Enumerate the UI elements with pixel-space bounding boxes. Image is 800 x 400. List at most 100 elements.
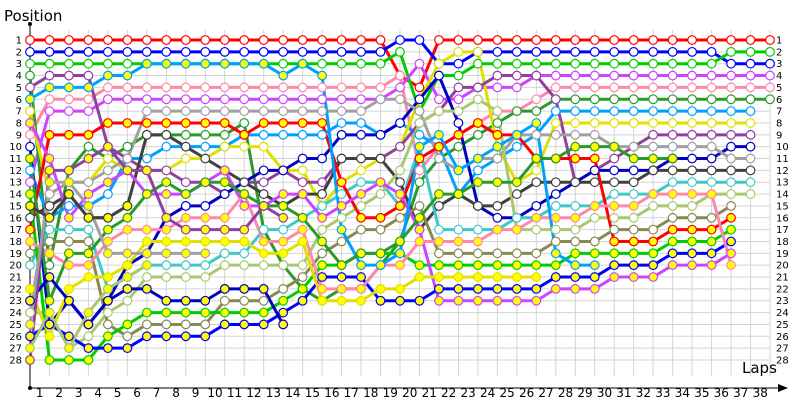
y-tick-label-left: 11 — [9, 154, 22, 165]
series-4-point — [102, 94, 113, 105]
x-tick-label: 8 — [172, 386, 180, 400]
series-22-point — [83, 272, 94, 282]
series-9-point — [609, 153, 620, 164]
series-24-point — [278, 319, 289, 330]
series-19-point — [706, 260, 717, 271]
series-22-point — [102, 272, 113, 282]
series-5-point — [726, 82, 736, 93]
series-18-point — [706, 248, 717, 259]
series-3-point — [453, 70, 464, 81]
series-10-point — [317, 153, 328, 164]
y-tick-label-left: 19 — [9, 249, 22, 260]
series-14-point — [667, 201, 678, 211]
x-axis-arrow-icon — [778, 384, 788, 392]
series-7-point — [667, 106, 678, 117]
series-21-point — [219, 58, 230, 69]
series-22-point — [434, 272, 444, 282]
series-16-point — [414, 153, 425, 164]
series-16-point — [25, 224, 35, 235]
series-1-point — [609, 35, 620, 45]
y-tick-label-left: 20 — [9, 261, 22, 272]
series-21-point — [550, 248, 561, 259]
series-23-point — [317, 236, 328, 247]
series-17-point — [297, 283, 308, 294]
series-line-21 — [29, 62, 595, 267]
series-15-point — [726, 201, 736, 211]
y-tick-label-right: 21 — [776, 273, 789, 284]
series-3-point — [745, 46, 756, 57]
series-23-point — [102, 224, 113, 235]
series-10-point — [297, 153, 308, 164]
series-14-point — [648, 201, 659, 211]
series-25-point — [102, 141, 113, 152]
series-9-point — [648, 129, 659, 140]
series-3-point — [278, 58, 289, 69]
series-28-point — [44, 212, 55, 223]
y-tick-label-left: 22 — [9, 284, 22, 295]
series-20-point — [180, 212, 191, 223]
x-tick-label: 16 — [324, 386, 339, 400]
series-6-point — [83, 141, 94, 152]
series-15-point — [628, 224, 639, 235]
x-tick-label: 32 — [636, 386, 651, 400]
series-10-point — [356, 129, 366, 140]
series-14-point — [570, 224, 581, 235]
series-9-point — [161, 165, 172, 176]
series-16-point — [667, 224, 678, 235]
series-1-point — [44, 35, 55, 45]
series-13-point — [317, 201, 328, 211]
series-23-point — [492, 177, 503, 188]
series-13-point — [258, 224, 269, 235]
series-8-point — [219, 141, 230, 152]
series-12-point — [180, 141, 191, 152]
series-22-point — [317, 295, 328, 306]
series-21-point — [180, 58, 191, 69]
y-tick-label-right: 12 — [776, 166, 789, 177]
series-21-point — [511, 129, 522, 140]
series-4-point — [687, 70, 698, 81]
series-15-point — [25, 248, 35, 259]
series-24-point — [219, 283, 230, 294]
series-5-point — [356, 82, 366, 93]
y-tick-label-left: 6 — [16, 95, 22, 106]
series-12-point — [375, 153, 386, 164]
series-25-point — [64, 165, 74, 176]
y-tick-label-right: 22 — [776, 284, 789, 295]
series-13-point — [180, 260, 191, 271]
series-15-point — [141, 319, 152, 330]
y-tick-label-right: 20 — [776, 261, 789, 272]
series-17-point — [453, 260, 464, 271]
series-8-point — [239, 141, 250, 152]
series-11-point — [550, 129, 561, 140]
series-19-point — [726, 248, 736, 259]
series-18-point — [336, 272, 347, 282]
y-tick-label-left: 12 — [9, 166, 22, 177]
series-28-point — [25, 201, 35, 211]
series-8-point — [667, 118, 678, 128]
series-9-point — [180, 177, 191, 188]
series-13-point — [44, 224, 55, 235]
series-13-point — [83, 224, 94, 235]
series-18-point — [141, 331, 152, 342]
x-tick-label: 5 — [114, 386, 122, 400]
series-3-point — [317, 58, 328, 69]
series-21-point — [64, 82, 74, 93]
series-17-point — [278, 295, 289, 306]
series-10-point — [453, 118, 464, 128]
series-26-point — [64, 177, 74, 188]
series-16-point — [472, 118, 483, 128]
series-20-point — [609, 201, 620, 211]
series-7-point — [356, 118, 366, 128]
series-5-point — [64, 94, 74, 105]
series-23-point — [356, 248, 366, 259]
series-18-point — [161, 331, 172, 342]
series-23-point — [278, 201, 289, 211]
series-14-point — [745, 189, 756, 199]
series-13-point — [745, 177, 756, 188]
series-25-point — [219, 224, 230, 235]
series-26-point — [122, 248, 133, 259]
series-1-point — [122, 35, 133, 45]
y-tick-label-right: 6 — [776, 95, 782, 106]
y-tick-label-right: 27 — [776, 344, 789, 355]
series-19-point — [492, 295, 503, 306]
